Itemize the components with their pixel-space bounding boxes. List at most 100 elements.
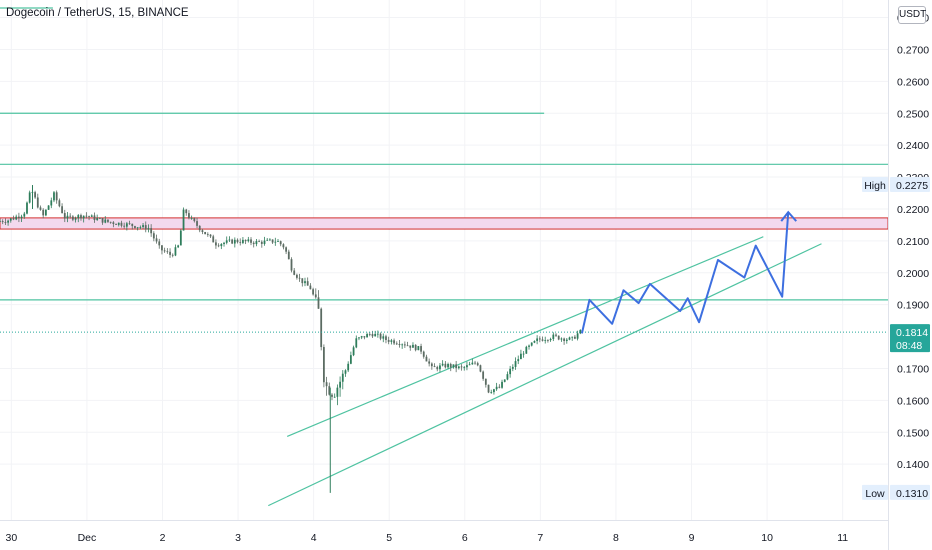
candle-body (544, 340, 547, 341)
channel-line[interactable] (268, 243, 822, 507)
candle-body (547, 340, 549, 341)
candle-body (190, 218, 193, 219)
candle-body (53, 192, 55, 201)
candle-body (333, 396, 336, 398)
candle-body (39, 207, 42, 210)
last-price-value: 0.1814 (896, 327, 928, 339)
candle-body (339, 381, 341, 388)
candle-body (7, 220, 9, 223)
candle-body (82, 215, 85, 219)
candle-body (425, 356, 428, 362)
y-tick-label: 0.1600 (897, 395, 929, 407)
candle-body (568, 337, 571, 340)
candle-body (452, 364, 455, 368)
candle-body (233, 239, 236, 244)
resistance-zone-box[interactable] (0, 217, 889, 230)
candle-body (171, 254, 174, 256)
candle-body (290, 259, 293, 271)
candle-body (328, 386, 331, 395)
low-badge-value: 0.1310 (896, 488, 928, 500)
candle-body (536, 338, 539, 341)
candle-body (422, 351, 425, 357)
currency-button[interactable]: USDT (898, 6, 926, 24)
projection-path[interactable] (580, 210, 797, 334)
high-badge-label: High (864, 180, 886, 192)
candle-body (144, 225, 147, 230)
candle-body (174, 247, 177, 256)
projection-zigzag[interactable] (580, 212, 790, 334)
candle-body (382, 336, 385, 339)
candle-body (42, 209, 45, 216)
x-tick-label: 2 (160, 532, 166, 544)
resistance-zone[interactable] (0, 217, 889, 230)
x-tick-label: Dec (78, 532, 97, 544)
candle-body (128, 223, 131, 225)
time-axis[interactable]: 30 Dec 2 3 4 5 6 7 8 9 10 11 (0, 520, 888, 545)
candle-body (376, 333, 379, 335)
candle-body (12, 218, 15, 220)
candle-body (74, 218, 77, 220)
candle-body (15, 216, 18, 220)
candle-body (139, 227, 142, 228)
candle-body (393, 340, 395, 344)
candle-body (495, 386, 498, 390)
candle-body (571, 336, 574, 338)
candle-body (344, 370, 347, 374)
candle-body (482, 371, 485, 379)
candle-body (517, 359, 520, 362)
candle-body (287, 251, 290, 260)
projection-arrowhead[interactable] (780, 210, 797, 222)
candle-body (134, 226, 136, 228)
candle-body (487, 384, 490, 393)
price-axis-background (888, 0, 932, 550)
candle-body (152, 233, 155, 239)
ascending-channel[interactable] (268, 236, 822, 507)
y-tick-label: 0.1500 (897, 427, 929, 439)
candle-body (574, 336, 576, 339)
candle-body (511, 366, 514, 369)
candle-body (61, 206, 63, 214)
y-tick-label: 0.2500 (897, 108, 929, 120)
candle-body (349, 355, 352, 364)
price-axis[interactable]: 0.28000.27000.26000.25000.24000.23000.22… (888, 0, 932, 550)
candle-body (239, 242, 242, 243)
candle-body (201, 230, 204, 232)
y-tick-label: 0.2700 (897, 44, 929, 56)
candle-body (309, 285, 312, 290)
horizontal-levels[interactable] (0, 7, 888, 301)
candle-body (198, 225, 201, 231)
candle-body (217, 245, 220, 247)
y-tick-label: 0.1400 (897, 459, 929, 471)
last-price-box (890, 324, 930, 353)
candle-body (250, 239, 252, 243)
y-tick-label: 0.1900 (897, 300, 929, 312)
candle-body (320, 308, 323, 348)
candle-body (506, 374, 509, 380)
candle-body (223, 242, 225, 245)
candle-body (476, 363, 479, 366)
candle-body (9, 218, 12, 221)
candle-body (509, 368, 512, 375)
candle-body (206, 234, 209, 235)
candle-body (447, 363, 449, 368)
y-tick-label: 0.2100 (897, 236, 929, 248)
x-tick-label: 4 (311, 532, 317, 544)
candle-body (552, 334, 555, 339)
candle-body (182, 209, 185, 231)
candle-body (441, 363, 444, 366)
x-tick-label: 11 (837, 532, 848, 544)
x-tick-label: 7 (537, 532, 543, 544)
candle-body (231, 239, 234, 244)
candle-body (412, 344, 414, 348)
candle-body (455, 364, 458, 369)
candle-body (215, 242, 217, 246)
x-tick-label: 9 (689, 532, 695, 544)
candle-body (80, 215, 82, 219)
candle-body (96, 218, 99, 220)
x-tick-label: 6 (462, 532, 468, 544)
channel-line[interactable] (286, 236, 764, 437)
candle-body (530, 342, 533, 346)
candle-body (368, 334, 371, 335)
candle-body (258, 241, 261, 242)
